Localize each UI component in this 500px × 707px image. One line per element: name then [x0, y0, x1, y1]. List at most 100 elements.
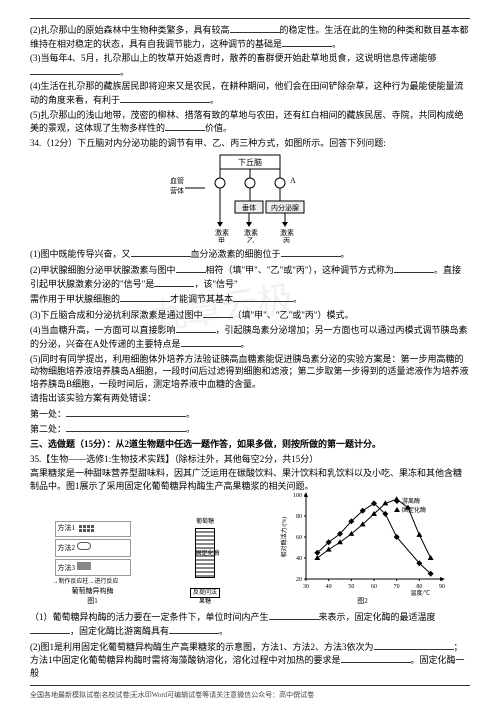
t: 血分泌激素的细胞位于: [191, 249, 281, 259]
q34-2: (2)甲状腺细胞分泌甲状腺激素与图中相符（填"甲"、"乙"或"丙"），这种调节方…: [30, 263, 470, 290]
blank: [233, 292, 293, 302]
m1: 方法1: [58, 524, 76, 534]
blank: [120, 93, 210, 103]
cap2: 图2: [278, 597, 448, 607]
q3-text: (3)当每年4、5月，扎尕那山上的牧草开始返青时，散养的畜群便开始赴草地觅食，这…: [30, 52, 470, 78]
svg-text:20: 20: [296, 577, 302, 583]
q34-stem: 34.（12分）下丘脑对内分泌功能的调节有甲、乙、丙三种方式，如图所示。回答下列…: [30, 137, 470, 150]
svg-text:70: 70: [393, 584, 399, 590]
q34-2ex: 需作用于甲状腺细胞的才能调节其基本。: [30, 292, 470, 306]
top-rule: [30, 18, 470, 19]
blank: [30, 624, 70, 634]
t: (3)下丘脑合成和分泌抗利尿激素是通过图中: [30, 310, 203, 320]
svg-text:40: 40: [325, 584, 331, 590]
cap1a: 葡萄糖异构酶: [53, 587, 133, 597]
t: （1）葡萄糖异构酶的活力要在一定条件下，单位时间内产生: [30, 612, 269, 622]
column-reactor: 葡萄糖 固定化酶 反提问法 果糖: [178, 518, 233, 607]
q35-stem-a: 35.【生物——选修1:生物技术实践】（除标注外，其他每空2分，共15分）: [30, 453, 470, 466]
svg-text:固定化酶: 固定化酶: [402, 506, 426, 514]
q34-4: (4)当血糖升高，一方面可以直接影响，引起胰岛素分泌增加；另一方面也可以通过丙模…: [30, 323, 470, 350]
blank: [281, 247, 341, 257]
blank: [30, 65, 120, 75]
d1-top: 下丘脑: [238, 157, 262, 167]
tag: 反提问法: [190, 588, 220, 598]
svg-text:甲: 甲: [218, 237, 225, 243]
q2-text: (2)扎尕那山的原始森林中生物种类繁多，具有较高的稳定性。生活在此的生物的种类和…: [30, 23, 470, 50]
svg-text:60: 60: [371, 584, 377, 590]
svg-text:40: 40: [296, 556, 302, 562]
svg-text:60: 60: [296, 535, 302, 541]
svg-text:乙: 乙: [247, 237, 254, 243]
footer-text: 全国各地最新模拟试卷|名校试卷|无水印Word可编辑试卷等请关注意微信公众号：高…: [30, 691, 314, 701]
blank: [203, 308, 233, 318]
q5-text: (5)扎尕那山的浅山地带，茂密的柳林、措落有致的草地与农田，还有红白相间的藏族民…: [30, 109, 470, 135]
m2: 方法2: [58, 544, 76, 552]
a1: 制作反应柱: [59, 579, 89, 585]
q34-1: (1)图中既能传导兴奋，又 血分泌激素的细胞位于 。: [30, 247, 470, 261]
t: 。: [241, 339, 250, 349]
blank: [341, 653, 411, 663]
svg-text:游离酶: 游离酶: [402, 497, 420, 505]
enzyme-chart: 3040506070809020406080100游离酶固定化酶相对酶活力/(%…: [278, 487, 448, 607]
t: 第一处：: [30, 409, 66, 419]
t: 。: [341, 249, 350, 259]
svg-text:激素: 激素: [215, 228, 229, 237]
blank: [269, 610, 319, 620]
blank: [165, 121, 205, 131]
blank: [176, 323, 216, 333]
m3: 方法3: [58, 564, 76, 572]
t: (2)甲状腺细胞分泌甲状腺激素与图中: [30, 265, 176, 275]
svg-text:垂体: 垂体: [242, 203, 256, 212]
q3a: (3)当每年4、5月，扎尕那山上的牧草开始返青时，散养的畜群便开始赴草地觅食，这…: [30, 53, 437, 63]
a2: 进行反应: [95, 579, 119, 585]
svg-text:血管: 血管: [170, 176, 184, 185]
q2c: 。: [332, 39, 341, 49]
q2a: (2)扎尕那山的原始森林中生物种类繁多，具有较高: [30, 25, 230, 35]
arrows: →制作反应柱→进行反应: [53, 578, 133, 586]
q4a: (4)生活在扎尕那的藏族居民即将迎来又是农民，在耕种期间，他们会在田间铲除杂草，…: [30, 81, 464, 105]
first: 第一处：。: [30, 407, 470, 421]
svg-text:50: 50: [348, 584, 354, 590]
blank: [374, 640, 454, 650]
cap1: 图1: [53, 597, 133, 607]
svg-text:温度/℃: 温度/℃: [410, 589, 430, 597]
blank: [66, 407, 186, 417]
t: 。: [219, 626, 228, 636]
hypothalamus-diagram: 下丘脑 血管 营体 A 垂体 内分泌腺 激素 激素 激素 甲 乙 丙: [160, 153, 340, 243]
cb: 果糖: [178, 598, 233, 606]
blank: [176, 263, 206, 273]
second: 第二处：。: [30, 422, 470, 436]
figure-row: 方法1 方法2 方法3 →制作反应柱→进行反应 葡萄糖异构酶 图1 葡萄糖 固定…: [30, 496, 470, 606]
blank: [66, 422, 186, 432]
t: （填"甲"、"乙"或"丙"）模式。: [233, 310, 354, 320]
blank: [131, 247, 191, 257]
methods-panel: 方法1 方法2 方法3 →制作反应柱→进行反应 葡萄糖异构酶 图1: [53, 519, 133, 606]
blank: [181, 337, 241, 347]
t: (4)当血糖升高，一方面可以直接影响: [30, 325, 176, 335]
q34-5: (5)同时有同学提出，利用细胞体外培养方法验证胰高血糖素能促进胰岛素分泌的实验方…: [30, 353, 470, 391]
svg-text:内分泌腺: 内分泌腺: [271, 203, 299, 212]
blank: [230, 23, 280, 33]
blank: [154, 277, 194, 287]
svg-text:相对酶活力/(%): 相对酶活力/(%): [280, 516, 288, 557]
svg-text:80: 80: [296, 514, 302, 520]
blank: [394, 263, 434, 273]
blank: [169, 624, 219, 634]
q35-2: (2)图1是利用固定化葡萄糖异构酶生产高果糖浆的示意图，方法1、方法2、方法3依…: [30, 640, 470, 680]
q5c: 价值。: [205, 123, 232, 133]
q35-1: （1）葡萄糖异构酶的活力要在一定条件下，单位时间内产生 来表示，固定化酶的最适温度…: [30, 610, 470, 637]
blank: [120, 292, 170, 302]
q34-p: 请指出该实验方案有两处错误：: [30, 392, 470, 405]
svg-text:A: A: [290, 176, 296, 185]
t: ，该"信号": [194, 279, 237, 289]
t: ，固定化酶比游离酶具有: [70, 626, 169, 636]
t: 来表示，固定化酶的最适温度: [319, 612, 436, 622]
q4-text: (4)生活在扎尕那的藏族居民即将迎来又是农民，在耕种期间，他们会在田间铲除杂草，…: [30, 80, 470, 106]
svg-text:激素: 激素: [244, 228, 258, 237]
svg-text:80: 80: [416, 584, 422, 590]
t: (1)图中既能传导兴奋，又: [30, 249, 131, 259]
ct: 葡萄糖: [178, 518, 233, 526]
svg-text:30: 30: [303, 584, 309, 590]
t: (2)图1是利用固定化葡萄糖异构酶生产高果糖浆的示意图，方法1、方法2、方法3依…: [30, 642, 374, 652]
svg-text:90: 90: [439, 584, 445, 590]
